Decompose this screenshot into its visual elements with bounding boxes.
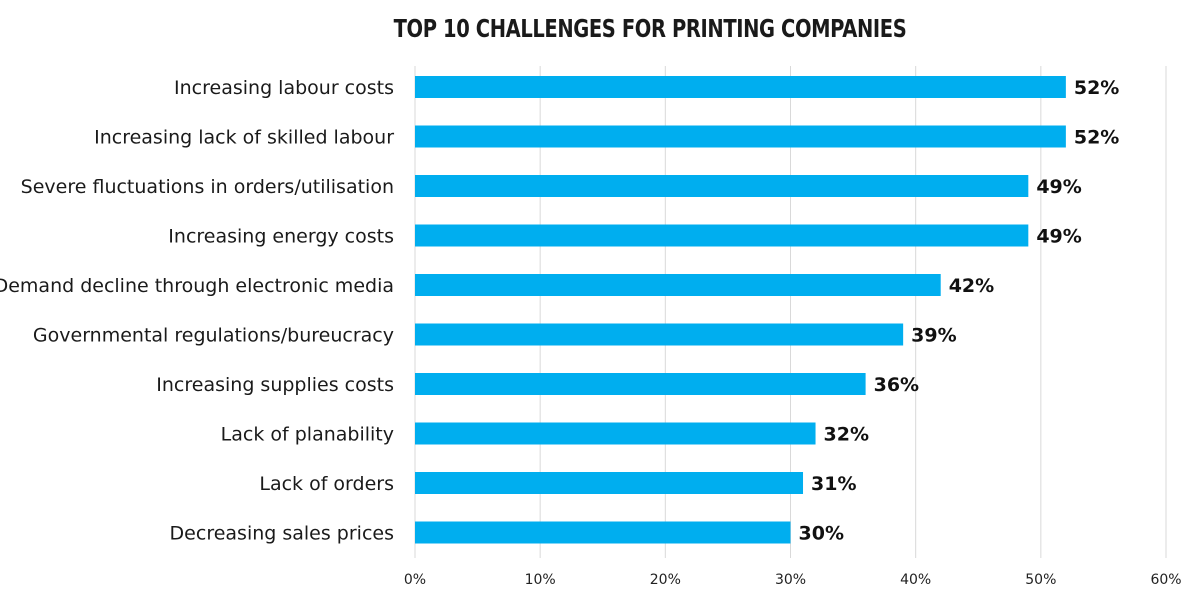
bar-8 (415, 472, 804, 494)
gridlines (414, 66, 1167, 558)
bar-2 (415, 175, 1029, 197)
value-label-6: 36% (874, 374, 919, 396)
bar-9 (415, 521, 791, 544)
value-label-5: 39% (911, 325, 956, 347)
category-label-9: Decreasing sales prices (170, 523, 394, 545)
x-tick-label-5: 50% (1025, 572, 1056, 588)
x-tick-label-6: 60% (1150, 572, 1181, 588)
category-label-5: Governmental regulations/bureucracy (33, 325, 394, 347)
bars (415, 76, 1066, 544)
category-label-4: Demand decline through electronic media (0, 275, 394, 297)
category-label-1: Increasing lack of skilled labour (94, 127, 394, 149)
bar-3 (415, 224, 1029, 247)
category-label-6: Increasing supplies costs (156, 374, 394, 396)
x-tick-label-1: 10% (525, 572, 556, 588)
x-axis-tick-labels: 0% 10% 20% 30% 40% 50% 60% (404, 572, 1182, 588)
value-label-0: 52% (1074, 77, 1119, 99)
bar-1 (415, 125, 1066, 148)
category-label-2: Severe fluctuations in orders/utilisatio… (21, 176, 394, 198)
category-label-3: Increasing energy costs (168, 226, 394, 248)
bar-4 (415, 274, 941, 296)
category-labels: Increasing labour costs Increasing lack o… (0, 77, 394, 545)
bar-5 (415, 323, 904, 346)
bar-0 (415, 76, 1066, 98)
category-label-8: Lack of orders (259, 473, 394, 495)
value-label-2: 49% (1036, 176, 1081, 198)
category-label-7: Lack of planability (221, 424, 394, 446)
value-label-1: 52% (1074, 127, 1119, 149)
value-label-7: 32% (824, 424, 869, 446)
value-label-3: 49% (1036, 226, 1081, 248)
value-label-4: 42% (949, 275, 994, 297)
x-tick-label-2: 20% (650, 572, 681, 588)
value-labels: 52% 52% 49% 49% 42% 39% 36% 32% 31% 30% (799, 77, 1120, 545)
x-tick-label-3: 30% (775, 572, 806, 588)
x-tick-label-0: 0% (404, 572, 426, 588)
category-label-0: Increasing labour costs (174, 77, 394, 99)
bar-6 (415, 373, 866, 395)
x-tick-label-4: 40% (900, 572, 931, 588)
value-label-8: 31% (811, 473, 856, 495)
bar-7 (415, 422, 816, 445)
value-label-9: 30% (799, 523, 844, 545)
chart-title: TOP 10 CHALLENGES FOR PRINTING COMPANIES (393, 14, 907, 43)
